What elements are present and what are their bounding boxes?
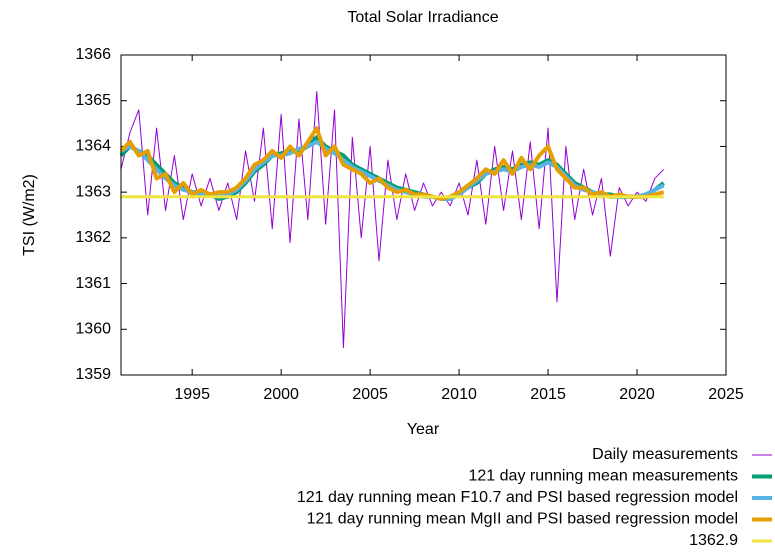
y-tick-label: 1366 [75, 46, 111, 63]
series-line [119, 126, 665, 201]
chart-title: Total Solar Irradiance [347, 9, 498, 26]
x-tick-label: 2005 [352, 386, 388, 403]
x-tick-label: 2015 [530, 386, 566, 403]
y-tick-label: 1360 [75, 321, 111, 338]
series-line [120, 91, 665, 349]
x-axis-label: Year [407, 421, 440, 438]
legend-label: 121 day running mean F10.7 and PSI based… [297, 489, 738, 506]
y-tick-label: 1365 [75, 92, 111, 109]
x-tick-label: 2010 [441, 386, 477, 403]
legend-label: 1362.9 [689, 532, 738, 549]
x-tick-label: 2000 [263, 386, 299, 403]
legend-label: Daily measurements [592, 446, 738, 463]
y-tick-label: 1362 [75, 229, 111, 246]
x-tick-label: 2025 [708, 386, 744, 403]
x-tick-label: 1995 [174, 386, 210, 403]
plot-border [120, 54, 727, 376]
y-tick-label: 1361 [75, 275, 111, 292]
y-tick-label: 1363 [75, 183, 111, 200]
y-axis-label: TSI (W/m2) [21, 174, 38, 256]
y-tick-label: 1364 [75, 138, 111, 155]
y-tick-label: 1359 [75, 366, 111, 383]
legend-label: 121 day running mean MgII and PSI based … [307, 511, 738, 528]
x-tick-label: 2020 [619, 386, 655, 403]
legend-label: 121 day running mean measurements [469, 468, 739, 485]
